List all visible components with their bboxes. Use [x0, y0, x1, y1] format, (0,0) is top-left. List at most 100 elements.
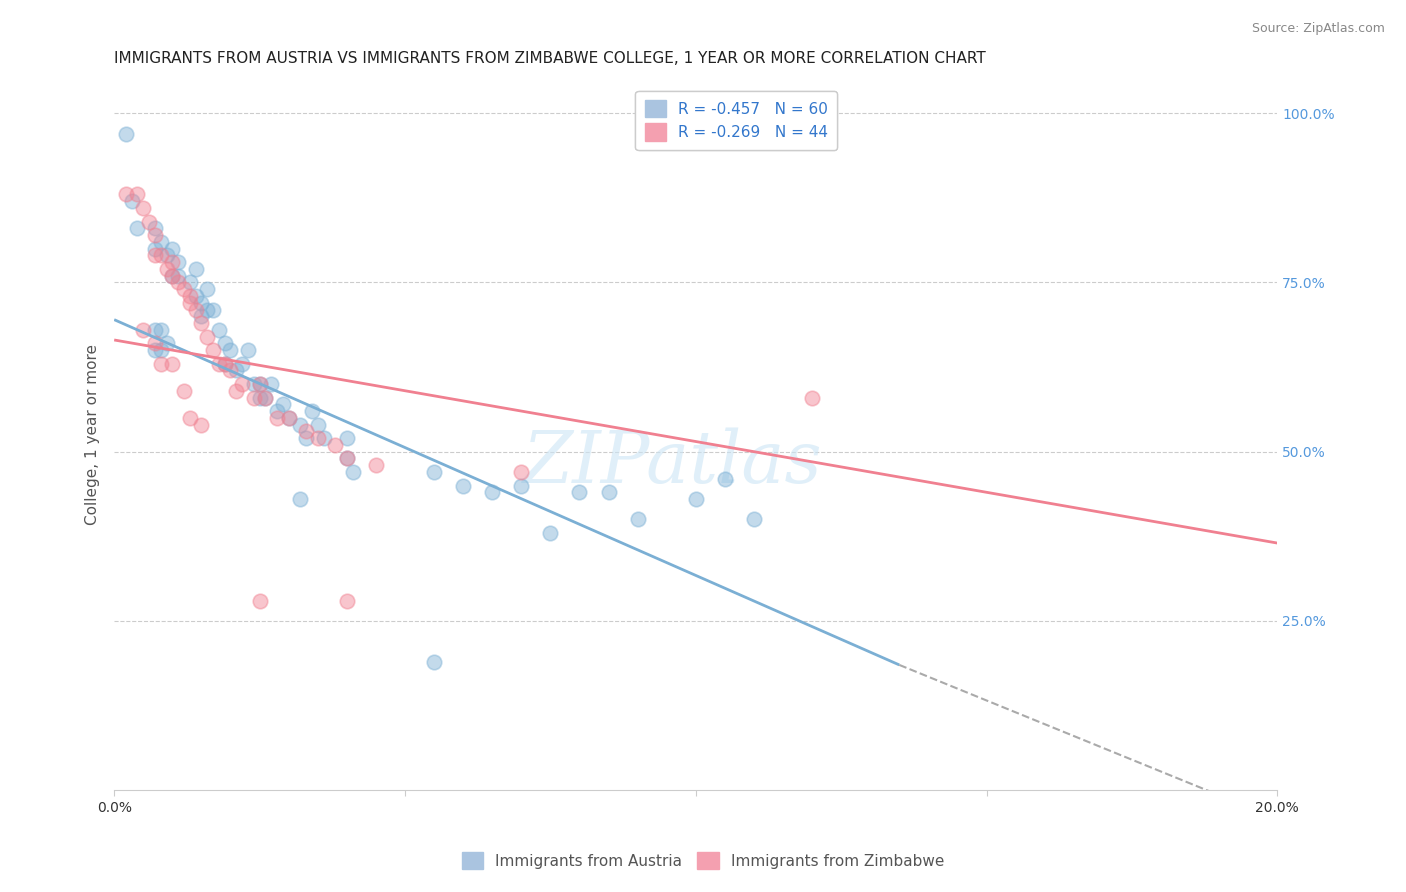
Point: [568, 485, 591, 500]
Point: [143, 248, 166, 262]
Point: [167, 255, 190, 269]
Point: [127, 221, 149, 235]
Point: [149, 248, 172, 262]
Point: [190, 417, 212, 432]
Text: IMMIGRANTS FROM AUSTRIA VS IMMIGRANTS FROM ZIMBABWE COLLEGE, 1 YEAR OR MORE CORR: IMMIGRANTS FROM AUSTRIA VS IMMIGRANTS FR…: [114, 51, 986, 66]
Point: [202, 343, 225, 358]
Point: [307, 431, 329, 445]
Point: [254, 391, 277, 405]
Point: [714, 472, 737, 486]
Point: [162, 268, 184, 283]
Point: [538, 525, 561, 540]
Point: [307, 417, 329, 432]
Point: [249, 376, 271, 391]
Point: [290, 491, 312, 506]
Point: [301, 404, 323, 418]
Point: [162, 357, 184, 371]
Point: [143, 228, 166, 243]
Point: [451, 478, 474, 492]
Point: [266, 404, 288, 418]
Point: [132, 323, 155, 337]
Point: [236, 343, 259, 358]
Point: [312, 431, 335, 445]
Point: [225, 363, 247, 377]
Point: [685, 491, 707, 506]
Point: [481, 485, 503, 500]
Point: [167, 268, 190, 283]
Point: [249, 593, 271, 607]
Point: [132, 201, 155, 215]
Point: [179, 289, 201, 303]
Point: [173, 384, 195, 398]
Point: [277, 410, 299, 425]
Point: [195, 329, 218, 343]
Point: [162, 242, 184, 256]
Point: [510, 465, 533, 479]
Point: [143, 336, 166, 351]
Point: [121, 194, 143, 209]
Point: [162, 255, 184, 269]
Point: [155, 248, 177, 262]
Point: [184, 302, 207, 317]
Point: [423, 655, 446, 669]
Legend: Immigrants from Austria, Immigrants from Zimbabwe: Immigrants from Austria, Immigrants from…: [456, 846, 950, 875]
Point: [323, 438, 346, 452]
Point: [190, 316, 212, 330]
Point: [510, 478, 533, 492]
Point: [179, 295, 201, 310]
Point: [167, 276, 190, 290]
Point: [143, 343, 166, 358]
Point: [149, 343, 172, 358]
Point: [179, 410, 201, 425]
Point: [149, 235, 172, 249]
Point: [295, 431, 318, 445]
Point: [249, 391, 271, 405]
Point: [127, 187, 149, 202]
Point: [143, 323, 166, 337]
Point: [626, 512, 648, 526]
Point: [143, 221, 166, 235]
Point: [214, 357, 236, 371]
Point: [155, 261, 177, 276]
Text: ZIPatlas: ZIPatlas: [523, 428, 823, 499]
Point: [143, 242, 166, 256]
Point: [195, 302, 218, 317]
Point: [801, 391, 824, 405]
Point: [290, 417, 312, 432]
Point: [271, 397, 294, 411]
Point: [231, 376, 253, 391]
Point: [208, 357, 231, 371]
Point: [162, 268, 184, 283]
Point: [242, 376, 264, 391]
Point: [260, 376, 283, 391]
Text: Source: ZipAtlas.com: Source: ZipAtlas.com: [1251, 22, 1385, 36]
Point: [266, 410, 288, 425]
Point: [336, 593, 359, 607]
Point: [173, 282, 195, 296]
Point: [149, 323, 172, 337]
Point: [214, 336, 236, 351]
Point: [598, 485, 620, 500]
Point: [249, 376, 271, 391]
Point: [242, 391, 264, 405]
Point: [202, 302, 225, 317]
Point: [423, 465, 446, 479]
Legend: R = -0.457   N = 60, R = -0.269   N = 44: R = -0.457 N = 60, R = -0.269 N = 44: [636, 91, 838, 150]
Y-axis label: College, 1 year or more: College, 1 year or more: [86, 344, 100, 525]
Point: [208, 323, 231, 337]
Point: [190, 310, 212, 324]
Point: [155, 336, 177, 351]
Point: [295, 425, 318, 439]
Point: [342, 465, 364, 479]
Point: [336, 451, 359, 466]
Point: [336, 431, 359, 445]
Point: [231, 357, 253, 371]
Point: [179, 276, 201, 290]
Point: [742, 512, 765, 526]
Point: [184, 289, 207, 303]
Point: [364, 458, 387, 473]
Point: [190, 295, 212, 310]
Point: [225, 384, 247, 398]
Point: [219, 363, 242, 377]
Point: [336, 451, 359, 466]
